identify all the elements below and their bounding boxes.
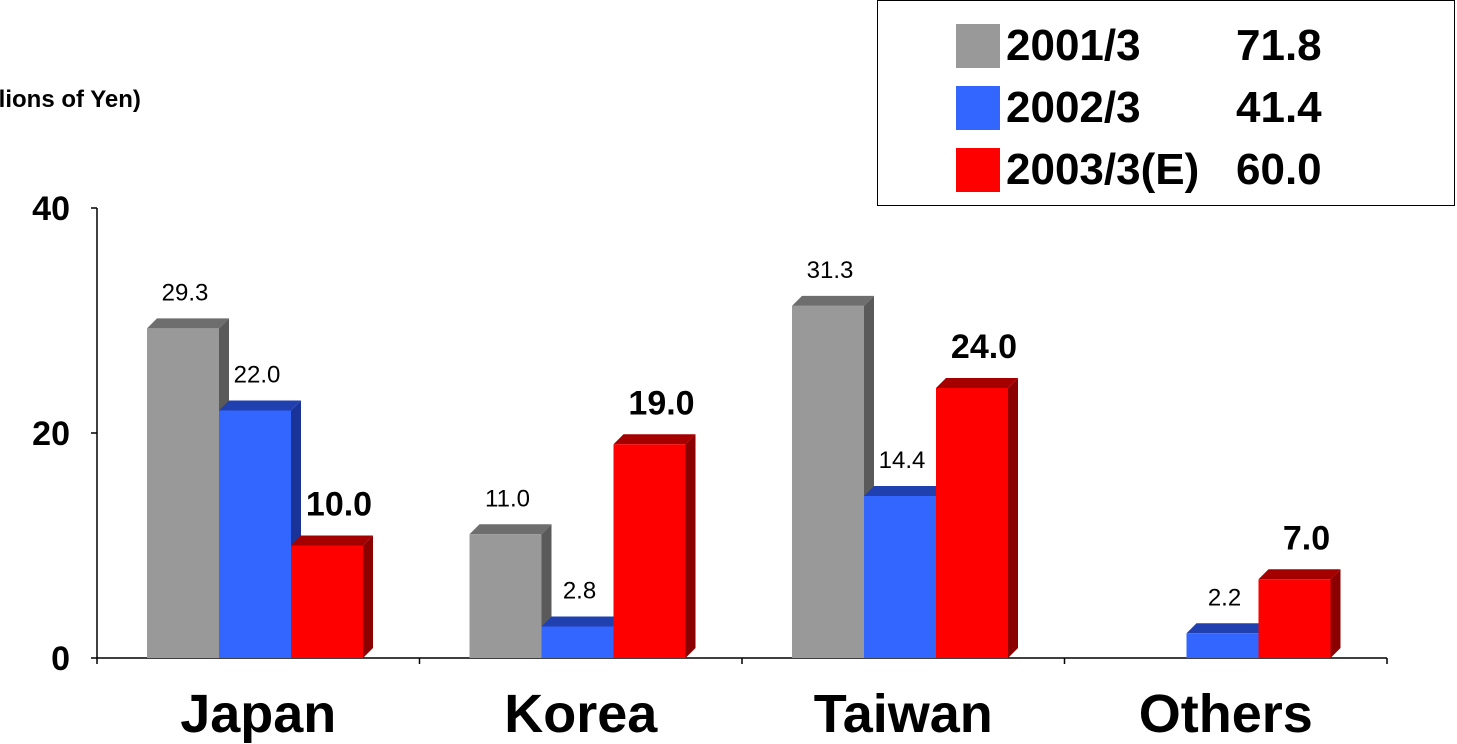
y-tick-label-0: 0 [51,640,70,678]
bar-taiwan-20013-label: 31.3 [807,257,854,284]
bar-korea-20023-top [541,616,624,627]
legend-total-2003: 60.0 [1236,145,1322,194]
bar-japan-20023-top [219,400,301,411]
bar-others-20023 [1186,633,1259,658]
bar-taiwan-20013-top [792,295,874,306]
bar-korea-20033e-top [613,434,696,445]
bar-korea-20023-label: 2.8 [563,578,596,605]
bar-taiwan-20033e [936,388,1008,658]
bar-korea-20033e-label: 19.0 [628,384,694,422]
legend-label-2001: 2001/3 [1006,21,1141,70]
bar-korea-20013-top [469,524,552,535]
bar-taiwan-20013 [792,305,864,658]
x-tick-label-japan: Japan [180,684,336,744]
bar-korea-20023 [541,626,614,658]
legend-swatch-2002 [956,86,1000,130]
bar-korea-20013-label: 11.0 [485,485,530,512]
bar-japan-20033e [291,545,363,658]
legend-item-2003: 2003/3(E) 60.0 [956,145,1322,195]
bar-taiwan-20023 [864,496,936,658]
bar-others-20023-top [1186,623,1269,634]
legend-item-2002: 2002/3 41.4 [956,83,1322,133]
bar-japan-20033e-side [363,535,373,658]
bar-japan-20033e-label: 10.0 [306,486,372,524]
chart-legend: 2001/3 71.8 2002/3 41.4 2003/3(E) 60.0 [877,0,1455,206]
bar-others-20033e-top [1258,569,1341,580]
bar-japan-20033e-top [291,535,373,546]
bar-korea-20033e-side [685,434,696,658]
legend-label-2003: 2003/3(E) [1006,145,1200,194]
bar-japan-20013 [147,328,219,658]
legend-swatch-2001 [956,24,1000,68]
legend-label-2002: 2002/3 [1006,83,1141,132]
bar-others-20033e-label: 7.0 [1283,519,1330,557]
bar-others-20023-label: 2.2 [1208,584,1241,611]
x-tick-label-others: Others [1139,684,1313,744]
bar-japan-20013-top [147,318,229,329]
legend-total-2001: 71.8 [1236,21,1322,70]
x-tick-label-taiwan: Taiwan [814,684,993,744]
bar-japan-20023-label: 22.0 [234,362,281,389]
bar-japan-20023 [219,410,291,658]
bar-taiwan-20023-top [864,486,946,496]
legend-swatch-2003 [956,148,1000,192]
y-tick-label-20: 20 [32,415,70,453]
bar-taiwan-20023-label: 14.4 [879,447,926,474]
y-axis-label: (Billions of Yen) [0,86,141,113]
bar-taiwan-20033e-top [936,378,1018,388]
bar-others-20033e [1258,579,1331,658]
bar-taiwan-20033e-label: 24.0 [951,328,1017,366]
legend-item-2001: 2001/3 71.8 [956,21,1322,71]
bar-korea-20013 [469,534,542,658]
x-tick-label-korea: Korea [504,684,658,744]
bar-japan-20013-label: 29.3 [162,279,209,306]
bar-taiwan-20033e-side [1008,378,1018,658]
y-tick-label-40: 40 [32,190,70,228]
legend-total-2002: 41.4 [1236,83,1322,132]
bar-korea-20033e [613,444,686,658]
bar-others-20033e-side [1330,569,1341,658]
